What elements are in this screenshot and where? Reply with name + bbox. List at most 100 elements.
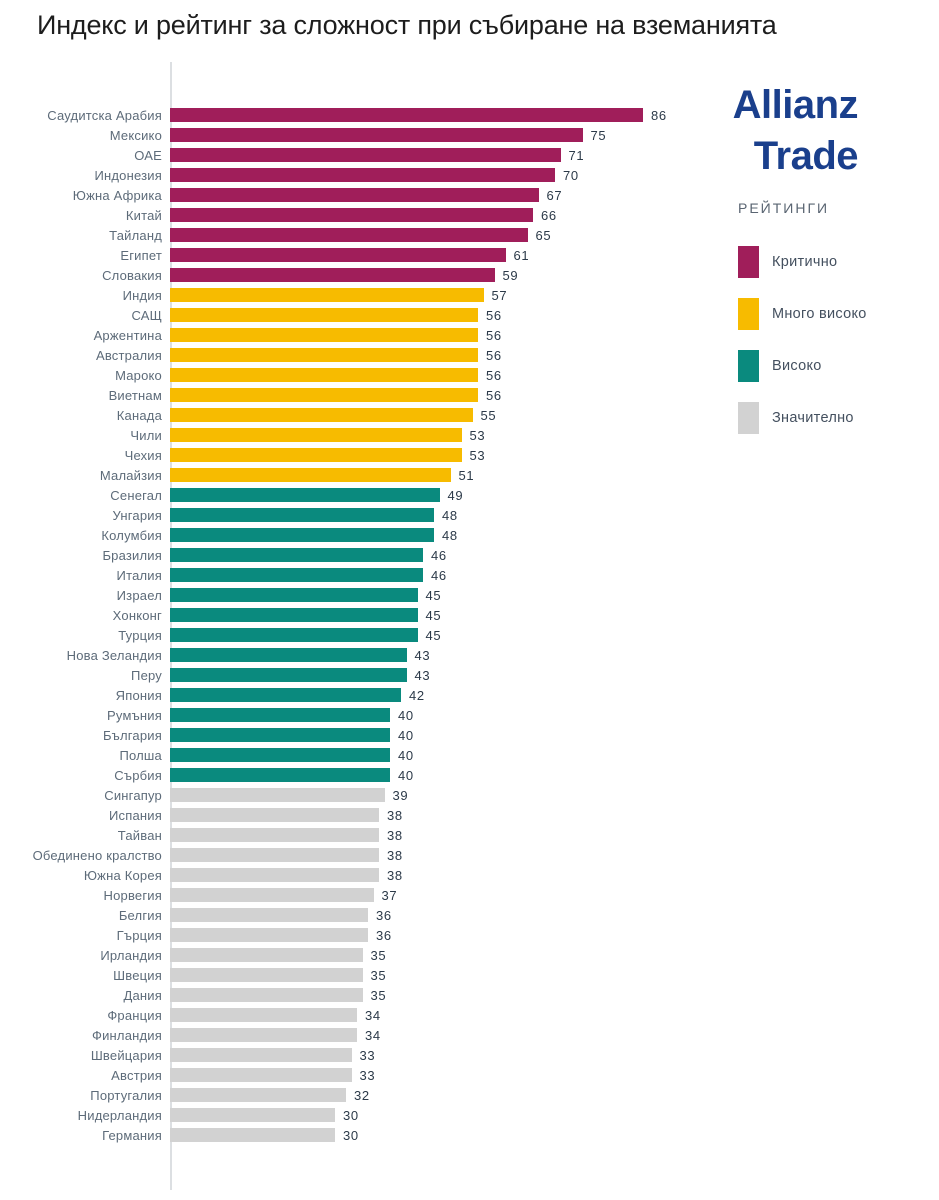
value-label: 36 [376,927,392,943]
country-label: Южна Африка [72,187,162,203]
country-label: Сингапур [104,787,162,803]
bar [170,1048,352,1062]
value-label: 45 [425,607,442,623]
value-label: 53 [469,447,486,463]
value-label: 40 [398,767,414,783]
logo-line-allianz: Allianz [732,83,859,127]
bar-row: Норвегия 37 [0,885,700,905]
country-label: Малайзия [99,467,162,483]
bar-row: Мароко 56 [0,365,700,385]
bar [170,808,379,822]
country-label: ОАЕ [134,147,162,163]
bar-row: Нова Зеландия 43 [0,645,700,665]
ratings-legend: РЕЙТИНГИ Критично Много високо Високо Значи… [738,200,928,454]
value-label: 56 [486,347,502,363]
country-label: Гърция [116,927,162,943]
bar-row: Мексико 75 [0,125,700,145]
bar-row: България 40 [0,725,700,745]
value-label: 30 [343,1107,359,1123]
bar [170,668,407,682]
bar-row: Ирландия 35 [0,945,700,965]
value-label: 70 [563,167,579,183]
country-label: Саудитска Арабия [47,107,162,123]
bar-row: Португалия 32 [0,1085,700,1105]
bar [170,388,478,402]
country-label: Австрия [111,1067,162,1083]
bar-chart: Саудитска Арабия 86 Мексико 75 ОАЕ 71 Индонези… [0,105,700,1145]
bar [170,128,583,142]
value-label: 45 [425,627,442,643]
value-label: 43 [414,667,431,683]
bar-row: Бразилия 46 [0,545,700,565]
value-label: 48 [442,527,458,543]
value-label: 56 [486,307,502,323]
value-label: 53 [469,427,486,443]
country-label: Швейцария [90,1047,162,1063]
bar-row: Индия 57 [0,285,700,305]
bar-row: Дания 35 [0,985,700,1005]
bar [170,608,418,622]
bar [170,188,539,202]
value-label: 34 [365,1007,381,1023]
bar [170,148,561,162]
value-label: 65 [535,227,552,243]
country-label: САЩ [131,307,162,323]
country-label: Канада [116,407,162,423]
country-label: Мароко [115,367,162,383]
bar-row: ОАЕ 71 [0,145,700,165]
bar-row: Индонезия 70 [0,165,700,185]
value-label: 32 [354,1087,370,1103]
bar [170,628,418,642]
bar-row: Сенегал 49 [0,485,700,505]
bar-row: Малайзия 51 [0,465,700,485]
country-label: Ирландия [100,947,162,963]
bar-row: Испания 38 [0,805,700,825]
value-label: 61 [513,247,530,263]
value-label: 43 [414,647,431,663]
legend-label: Критично [772,254,838,270]
country-label: Индия [122,287,162,303]
bar-row: Австрия 33 [0,1065,700,1085]
legend-swatch [738,350,759,382]
country-label: Чили [130,427,162,443]
bar-row: Швеция 35 [0,965,700,985]
bar-row: Белгия 36 [0,905,700,925]
bar [170,248,506,262]
bar [170,828,379,842]
legend-swatch [738,246,759,278]
country-label: Австралия [95,347,162,363]
bar [170,168,555,182]
value-label: 56 [486,327,502,343]
country-label: Израел [116,587,162,603]
value-label: 56 [486,367,502,383]
bar [170,1008,357,1022]
bar [170,848,379,862]
bar-row: Румъния 40 [0,705,700,725]
country-label: Мексико [109,127,162,143]
legend-label: Много високо [772,306,867,322]
bar [170,348,478,362]
bar [170,708,390,722]
bar [170,288,484,302]
value-label: 55 [480,407,497,423]
bar-row: Германия 30 [0,1125,700,1145]
country-label: Хонконг [112,607,162,623]
allianz-trade-logo: Allianz Trade [690,80,859,182]
bar [170,768,390,782]
bar [170,328,478,342]
country-label: Индонезия [94,167,162,183]
bar-row: Южна Африка 67 [0,185,700,205]
value-label: 75 [590,127,607,143]
bar [170,788,385,802]
legend-items: Критично Много високо Високо Значително [738,246,928,434]
bar-row: Китай 66 [0,205,700,225]
value-label: 33 [359,1047,376,1063]
country-label: Унгария [112,507,162,523]
bar [170,728,390,742]
country-label: Колумбия [101,527,162,543]
bar [170,888,374,902]
value-label: 38 [387,827,403,843]
value-label: 38 [387,807,403,823]
bar-row: Колумбия 48 [0,525,700,545]
